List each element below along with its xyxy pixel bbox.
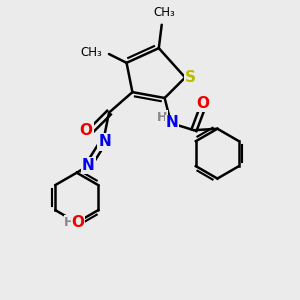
Text: H: H [64, 216, 75, 229]
Text: CH₃: CH₃ [154, 6, 176, 19]
Text: N: N [98, 134, 111, 149]
Text: O: O [72, 215, 85, 230]
Text: S: S [185, 70, 196, 85]
Text: H: H [157, 110, 167, 124]
Text: N: N [166, 116, 178, 130]
Text: N: N [82, 158, 95, 173]
Text: O: O [196, 96, 209, 111]
Text: O: O [80, 123, 93, 138]
Text: CH₃: CH₃ [80, 46, 102, 59]
